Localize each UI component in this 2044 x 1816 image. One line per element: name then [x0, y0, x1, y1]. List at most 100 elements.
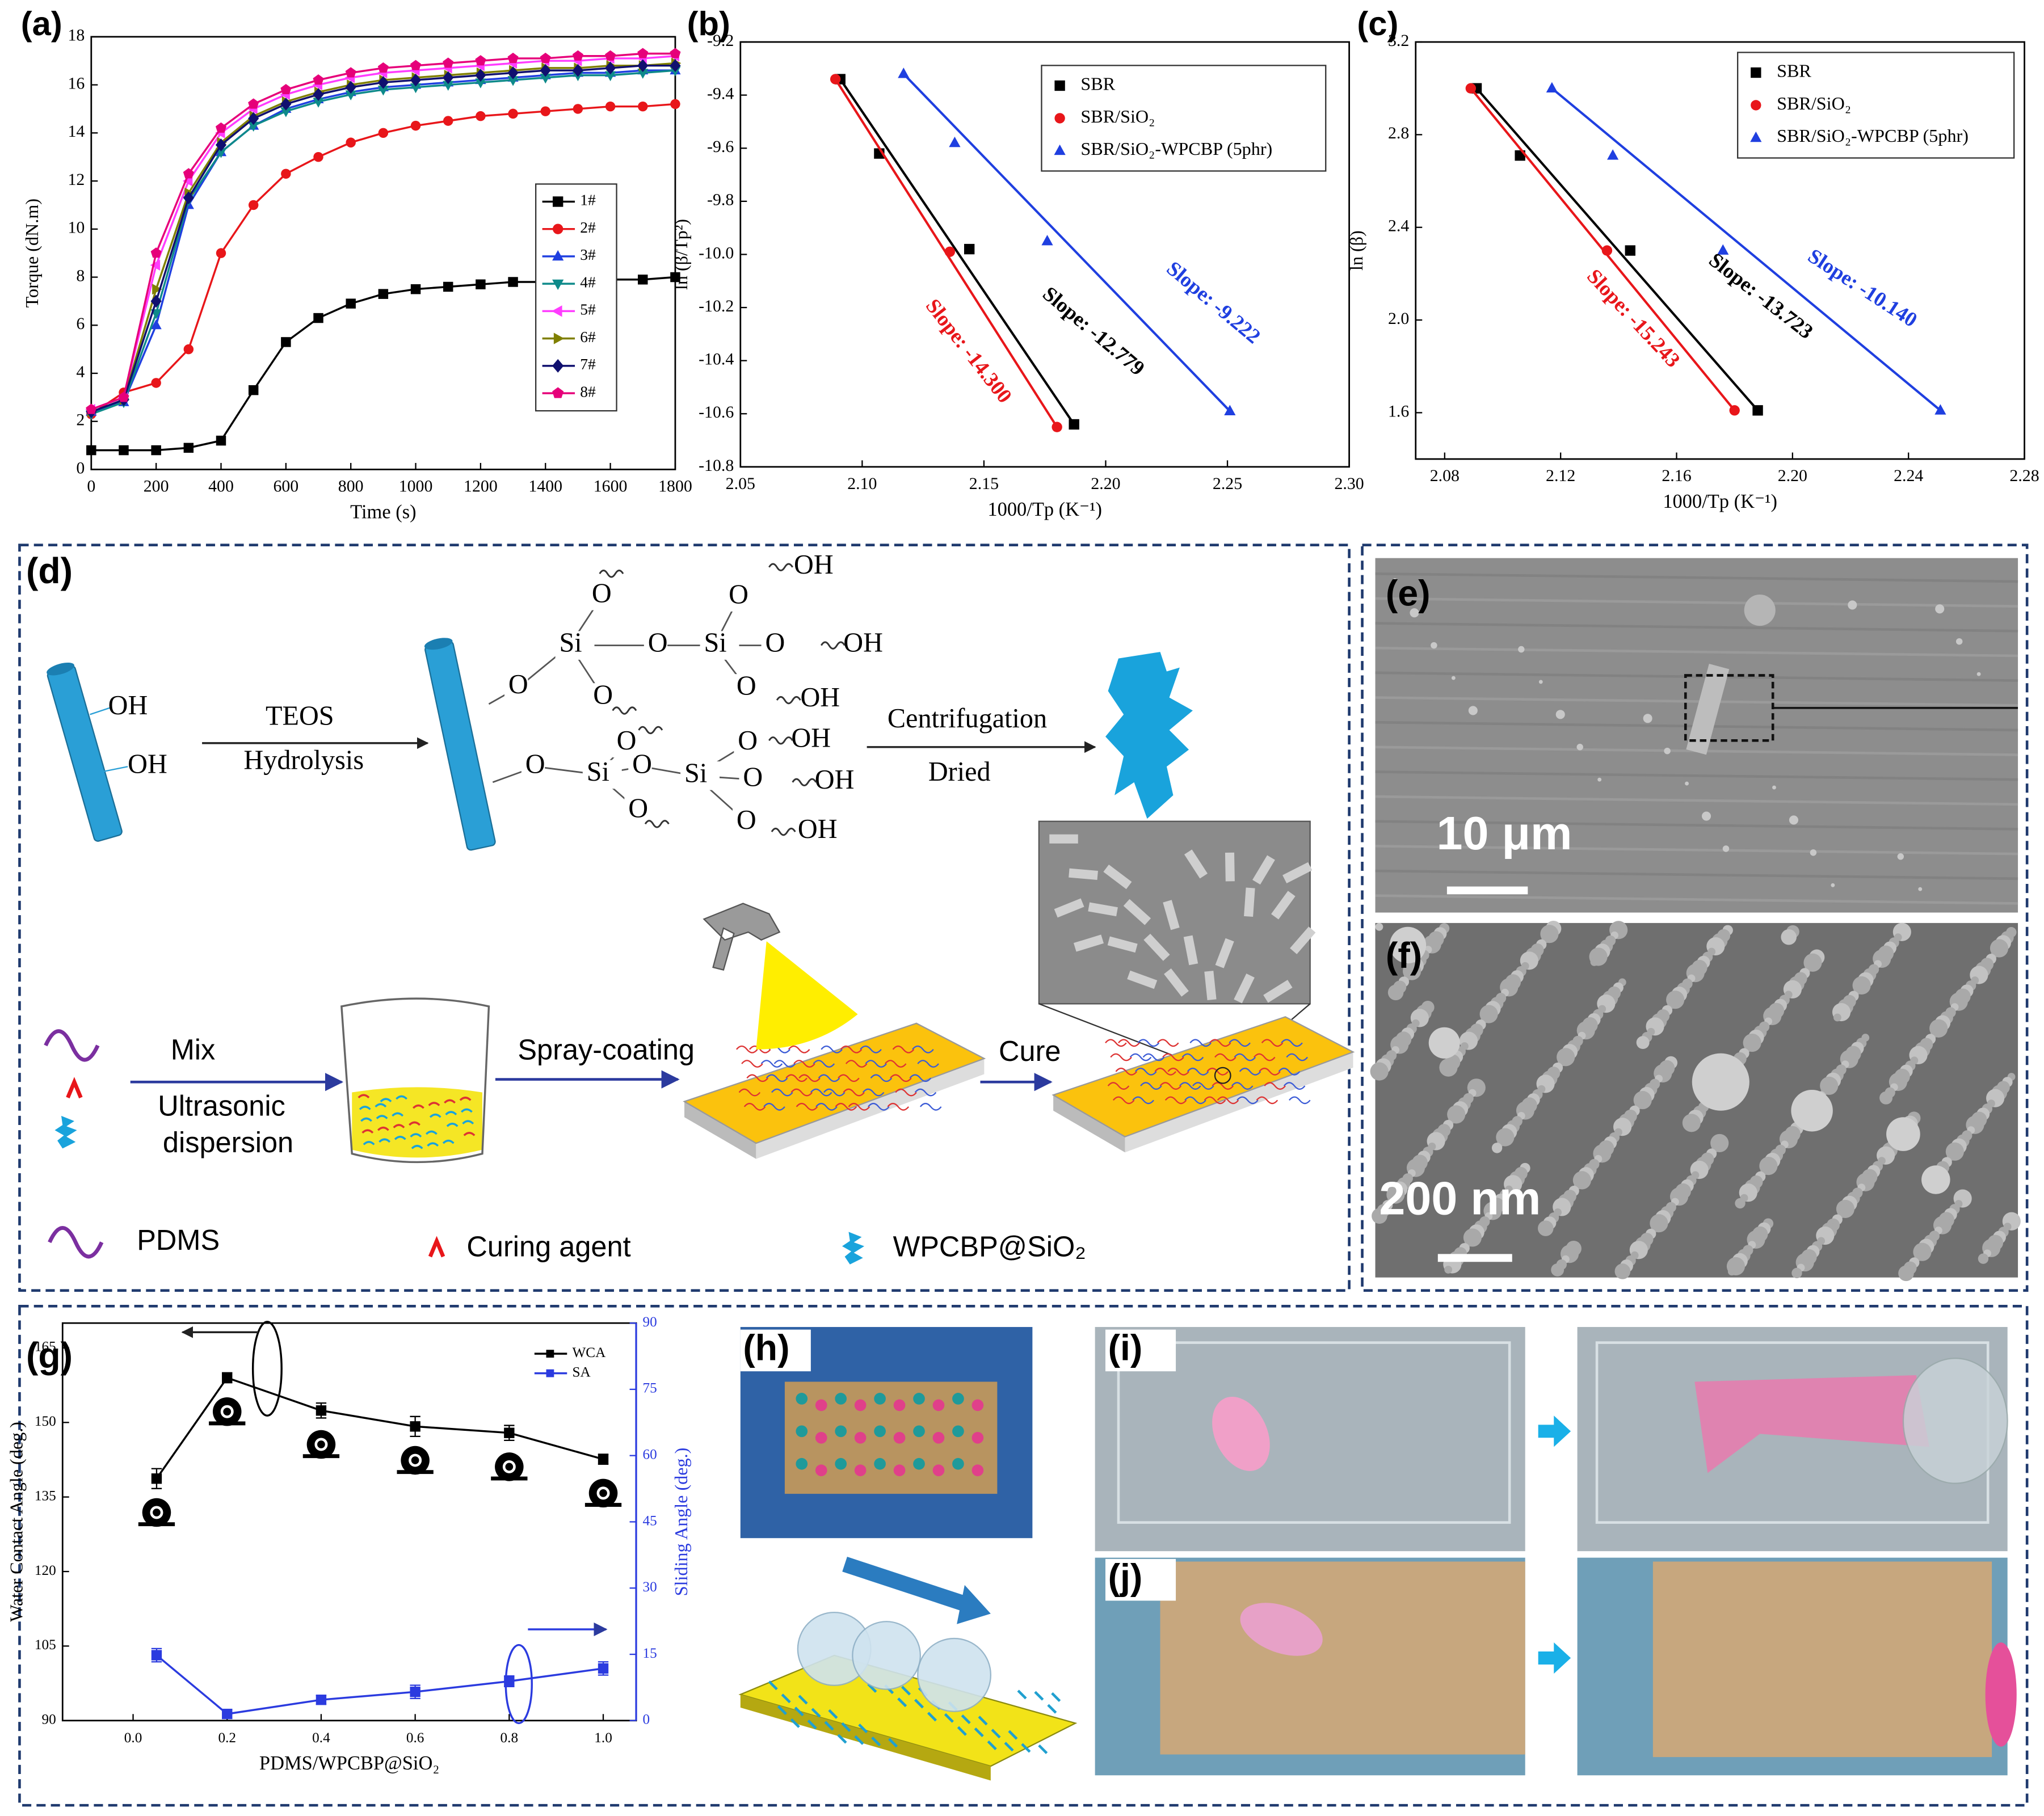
legend-label: SBR/SiO₂ — [1080, 106, 1155, 127]
water-droplet — [913, 1425, 925, 1438]
mixture-fiber — [409, 1121, 420, 1126]
x-tick-label: 400 — [208, 477, 234, 496]
droplet-highlight — [220, 1405, 234, 1418]
coating-fiber — [1229, 1039, 1251, 1047]
marker — [475, 78, 486, 89]
marker — [280, 107, 292, 117]
sem-rod — [1163, 900, 1180, 930]
sem-cluster — [1428, 1027, 1460, 1059]
sem-cluster — [1389, 926, 1427, 964]
atom-bg — [733, 674, 756, 703]
marker — [313, 151, 323, 162]
x-tick-label: 0.8 — [501, 1730, 519, 1746]
water-droplet — [893, 1431, 906, 1444]
atom-label: OH — [794, 550, 834, 580]
fiber — [901, 1686, 911, 1696]
water-droplet — [971, 1464, 984, 1477]
coating-fiber — [748, 1045, 771, 1054]
sem-nanoparticle — [1727, 1267, 1736, 1276]
marker — [1054, 144, 1066, 155]
x-tick-label: 2.30 — [1334, 474, 1364, 493]
zoom-spot — [1214, 1067, 1231, 1084]
panel-label: (a) — [21, 5, 62, 43]
y2-tick-label: 0 — [643, 1712, 650, 1727]
coating-fiber — [1189, 1039, 1212, 1047]
atom-bg — [790, 553, 830, 582]
pdms-icon — [44, 1029, 100, 1062]
reaction-condition: Centrifugation — [888, 703, 1047, 734]
sem-rod — [1282, 862, 1313, 883]
marker — [553, 224, 563, 234]
coating-fiber — [1283, 1082, 1306, 1090]
marker — [150, 294, 162, 308]
marker — [443, 57, 454, 68]
y-tick-label: 3.2 — [1388, 31, 1409, 50]
fit-line — [839, 78, 1075, 425]
x-tick-label: 1400 — [528, 477, 562, 496]
coating-fiber — [1206, 1067, 1229, 1076]
sem-particle — [1935, 604, 1945, 614]
marker — [540, 106, 550, 116]
legend-label: SBR/SiO₂-WPCBP (5phr) — [1080, 138, 1272, 159]
dirt — [1985, 1642, 2017, 1747]
y2-axis-label: Sliding Angle (deg.) — [671, 1448, 691, 1596]
sem-rod — [1183, 935, 1198, 966]
marker — [222, 1708, 233, 1720]
marker — [183, 344, 194, 355]
mixture-fiber — [429, 1113, 441, 1118]
sem-cluster — [1921, 1165, 1950, 1194]
coating-fiber — [1142, 1053, 1165, 1061]
marker — [410, 120, 421, 131]
legend-label: 7# — [580, 355, 596, 373]
marker — [898, 68, 910, 78]
wavy-bond — [638, 726, 663, 735]
fiber — [794, 1707, 804, 1717]
marker — [248, 200, 259, 210]
marker — [949, 136, 961, 148]
marker — [546, 1369, 554, 1377]
atom-label: OH — [815, 765, 855, 795]
coating-fiber — [1115, 1067, 1138, 1076]
fit-line — [1475, 87, 1759, 411]
sem-rod — [1225, 852, 1235, 882]
coating-fiber — [1214, 1053, 1237, 1061]
y2-tick-label: 75 — [643, 1380, 657, 1396]
atom-bg — [589, 683, 613, 712]
atom-bg — [787, 726, 827, 755]
coating — [1052, 1016, 1355, 1137]
marker — [605, 50, 616, 61]
marker — [553, 332, 565, 344]
step-arrow — [1538, 1415, 1571, 1447]
atom-label: O — [743, 762, 763, 792]
process-label: Spray-coating — [518, 1034, 695, 1066]
sem-cluster — [1791, 1089, 1833, 1132]
marker — [377, 62, 389, 73]
marker — [151, 1473, 162, 1484]
x-tick-label: 0.0 — [124, 1730, 142, 1746]
sem-texture — [1375, 820, 2018, 831]
roll-arrow — [842, 1557, 974, 1613]
sem-texture — [1375, 622, 2018, 633]
coating-fiber — [1110, 1053, 1132, 1061]
marker — [540, 73, 551, 84]
marker — [1752, 405, 1763, 416]
legend-label: PDMS — [137, 1224, 220, 1256]
particle-icon — [842, 1232, 865, 1265]
y2-tick-label: 15 — [643, 1645, 657, 1661]
bond — [101, 766, 128, 773]
marker — [443, 281, 453, 292]
process-label: Ultrasonic — [158, 1089, 285, 1122]
marker — [410, 60, 422, 70]
coating-fiber — [1289, 1096, 1311, 1105]
water-drop — [1902, 1358, 2008, 1484]
marker — [670, 99, 680, 109]
coating-fiber — [1217, 1096, 1239, 1105]
nanotube — [424, 641, 496, 851]
coating-fiber — [892, 1045, 915, 1054]
sem-particle — [1576, 744, 1583, 751]
marker — [377, 75, 389, 89]
sem-nanoparticle — [1375, 922, 1383, 931]
reaction-condition: Hydrolysis — [243, 745, 364, 775]
